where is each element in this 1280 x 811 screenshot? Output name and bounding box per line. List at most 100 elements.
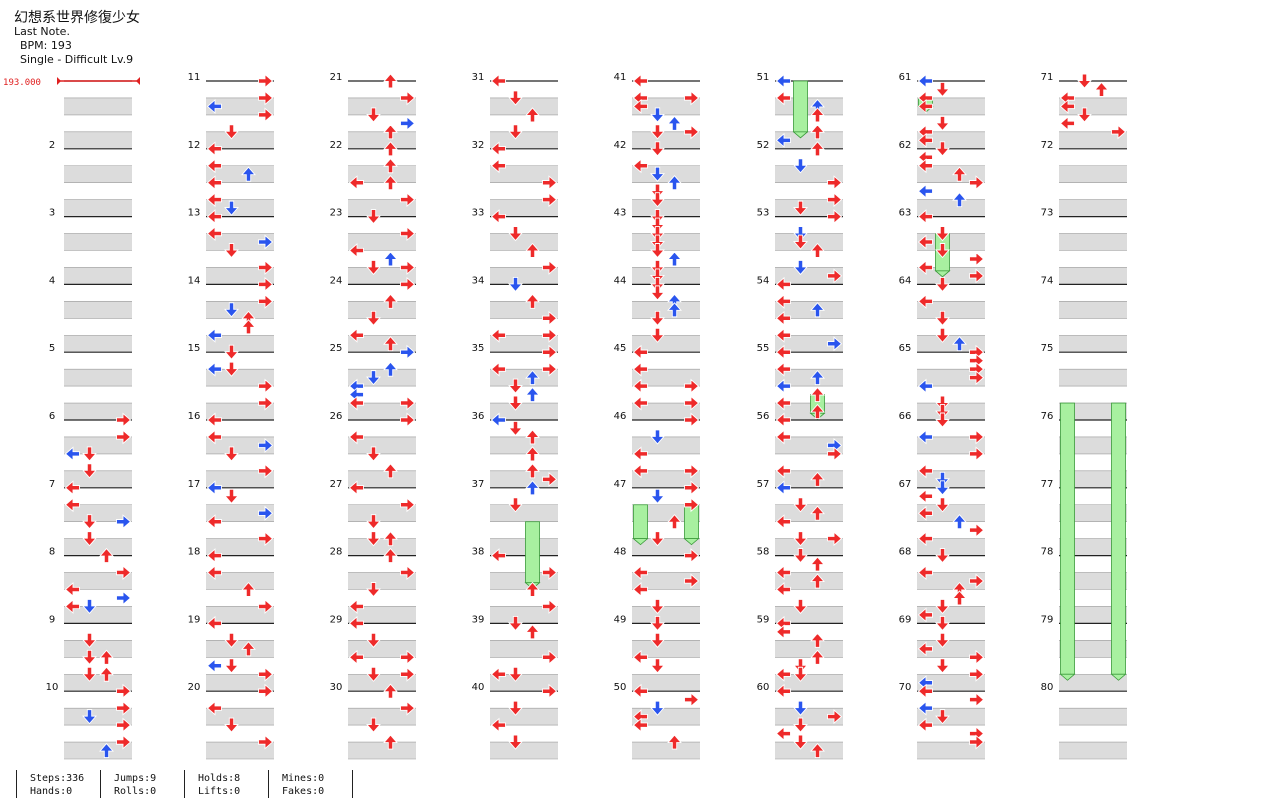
down-arrow-icon	[650, 183, 665, 199]
stats-separator	[100, 770, 101, 798]
beat-band	[775, 436, 843, 454]
up-arrow-icon	[241, 641, 256, 657]
measure-number: 39	[472, 614, 485, 625]
right-arrow-icon	[542, 649, 558, 665]
right-arrow-icon	[400, 700, 416, 716]
down-arrow-icon	[793, 734, 808, 750]
down-arrow-icon	[224, 717, 239, 733]
beat-band	[917, 335, 985, 353]
measure-number: 60	[757, 682, 770, 693]
down-arrow-icon	[508, 124, 523, 140]
beat-band	[775, 538, 843, 556]
down-arrow-icon	[650, 234, 665, 250]
right-arrow-icon	[542, 192, 558, 208]
right-arrow-icon	[684, 395, 700, 411]
measure-number: 13	[188, 208, 201, 219]
left-arrow-icon	[632, 565, 648, 581]
beat-band	[917, 470, 985, 488]
bpm-marker-right	[136, 77, 140, 85]
measure-number: 69	[899, 614, 912, 625]
beat-band	[348, 538, 416, 556]
beat-band	[64, 267, 132, 285]
measure-number: 9	[49, 614, 55, 625]
beat-band	[1059, 504, 1127, 522]
down-arrow-icon	[366, 209, 381, 225]
right-arrow-icon	[258, 734, 274, 750]
measure-number: 67	[899, 479, 912, 490]
stats-separator	[268, 770, 269, 798]
right-arrow-icon	[969, 175, 985, 191]
beat-band	[917, 199, 985, 217]
beat-band	[917, 606, 985, 624]
down-arrow-icon	[935, 276, 950, 293]
down-arrow-icon	[82, 463, 97, 479]
down-arrow-icon	[650, 226, 665, 242]
beat-band	[1059, 403, 1127, 420]
beat-band	[917, 97, 985, 115]
down-arrow-icon	[650, 124, 665, 140]
measure-number: 42	[614, 140, 627, 151]
beat-band	[206, 301, 274, 319]
up-arrow-icon	[525, 463, 540, 479]
beat-band	[1059, 301, 1127, 319]
right-arrow-icon	[400, 344, 416, 360]
left-arrow-icon	[206, 412, 222, 428]
right-arrow-icon	[116, 590, 132, 606]
right-arrow-icon	[116, 683, 132, 699]
beat-band	[348, 369, 416, 387]
right-arrow-icon	[258, 505, 274, 521]
left-arrow-icon	[348, 378, 364, 394]
hold-tail	[792, 131, 809, 139]
measure-number: 24	[330, 275, 343, 286]
down-arrow-icon	[650, 217, 665, 233]
right-arrow-icon	[542, 471, 558, 487]
right-arrow-icon	[400, 666, 416, 682]
down-arrow-icon	[366, 260, 381, 276]
down-arrow-icon	[935, 709, 950, 725]
beat-band	[64, 436, 132, 454]
beat-band	[490, 199, 558, 217]
beat-band	[917, 165, 985, 183]
left-arrow-icon	[775, 582, 791, 597]
down-arrow-icon	[793, 599, 808, 615]
beat-band	[1059, 233, 1127, 251]
left-arrow-icon	[917, 158, 933, 174]
left-arrow-icon	[632, 717, 648, 733]
beat-band	[490, 335, 558, 353]
left-arrow-icon	[490, 666, 506, 682]
down-arrow-icon	[793, 531, 808, 547]
left-arrow-icon	[917, 73, 933, 89]
beat-band	[632, 606, 700, 624]
beat-band	[64, 233, 132, 251]
up-arrow-icon	[525, 369, 540, 386]
up-arrow-icon	[810, 107, 825, 123]
beat-band	[1059, 165, 1127, 183]
down-arrow-icon	[793, 700, 808, 716]
left-arrow-icon	[490, 141, 506, 157]
beat-band	[775, 199, 843, 217]
left-arrow-icon	[775, 293, 791, 309]
down-arrow-icon	[366, 370, 381, 386]
up-arrow-icon	[667, 734, 682, 750]
down-arrow-icon	[793, 666, 808, 682]
measure-number: 25	[330, 343, 343, 354]
left-arrow-icon	[917, 683, 933, 699]
beat-band	[206, 403, 274, 420]
left-arrow-icon	[917, 259, 933, 275]
left-arrow-icon	[348, 615, 364, 631]
beat-band	[348, 199, 416, 217]
down-arrow-icon	[793, 717, 808, 733]
beat-band	[632, 233, 700, 251]
measure-number: 30	[330, 682, 343, 693]
down-arrow-icon	[935, 599, 950, 615]
left-arrow-icon	[775, 666, 791, 682]
down-arrow-icon	[935, 141, 950, 157]
measure-number: 28	[330, 547, 343, 558]
right-arrow-icon	[827, 175, 843, 191]
left-arrow-icon	[206, 98, 222, 114]
down-arrow-icon	[935, 310, 950, 326]
down-arrow-icon	[793, 548, 808, 564]
up-arrow-icon	[525, 386, 540, 403]
up-arrow-icon	[810, 242, 825, 258]
beat-band	[206, 708, 274, 726]
